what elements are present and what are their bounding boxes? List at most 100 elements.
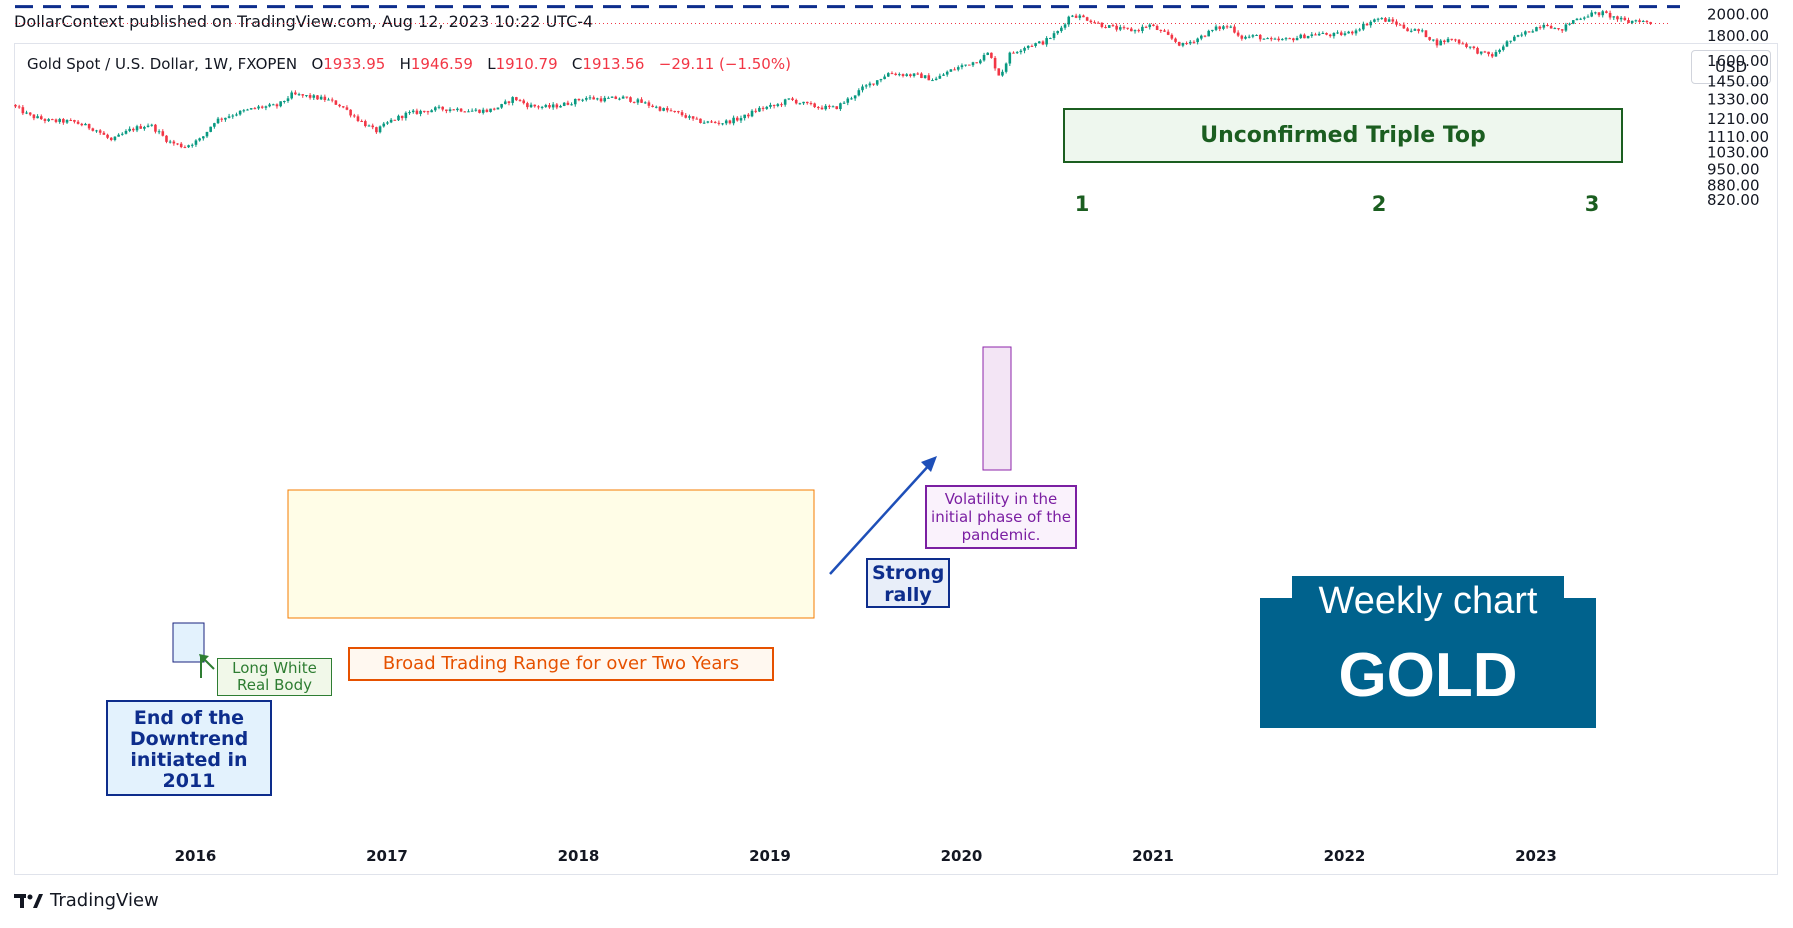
candle-body [1586,16,1590,18]
candle-body [190,144,194,146]
candle-body [518,100,522,102]
candle-body [1387,19,1391,22]
candle-body [798,103,802,105]
candle-body [1181,43,1185,46]
candle-body [783,99,787,105]
candle-body [1004,63,1008,72]
candle-body [1594,12,1597,14]
candle-body [754,110,758,112]
candle-body [640,99,643,103]
candle-body [813,103,816,108]
high-label: H [399,55,411,73]
candle-body [1641,20,1645,22]
candle-body [1130,28,1133,32]
currency-button[interactable]: USD [1691,50,1771,84]
candle-body [570,104,573,106]
candle-body [364,121,367,127]
candle-body [1325,32,1328,35]
publication-attribution: DollarContext published on TradingView.c… [14,12,594,31]
candle-body [98,130,102,133]
candle-body [688,116,691,118]
candle-body [1605,11,1608,13]
candle-body [1435,39,1439,46]
candle-body [1041,41,1045,45]
candle-body [1409,30,1413,32]
candle-body [1082,15,1085,18]
candle-body [1225,26,1229,28]
candle-body [1214,26,1218,30]
candle-body [1229,26,1233,28]
candle-body [702,122,706,124]
candle-body [647,102,651,106]
tradingview-logo[interactable]: TradingView [14,890,159,911]
candle-body [982,54,986,61]
candle-body [875,80,879,85]
candle-body [938,75,942,79]
price-axis[interactable]: 2400.002200.002000.001800.001600.001450.… [1707,0,1769,209]
candle-body [467,111,470,113]
candle-body [787,98,791,100]
x-tick-label: 2023 [1515,847,1557,865]
candle-body [1104,27,1107,29]
candle-body [1049,38,1052,40]
candle-body [1052,33,1056,39]
candle-body [1575,18,1579,21]
candle-body [1490,54,1494,57]
candle-body [728,120,732,124]
candle-body [968,64,971,66]
candle-body [268,104,271,107]
candle-body [161,131,165,136]
candle-body [643,102,647,104]
time-axis[interactable]: 2016 2017 2018 2019 2020 2021 2022 2023 [175,847,1557,865]
chart-pane[interactable] [14,43,1778,875]
candle-body [25,112,28,114]
candle-body [1516,35,1520,37]
candle-body [91,128,95,131]
candle-body [456,108,459,111]
candle-body [489,108,492,112]
candle-body [338,104,341,107]
candle-body [257,106,260,109]
banner-title: GOLD [1338,641,1518,710]
candle-body [1328,34,1332,37]
candle-body [1524,31,1527,35]
candle-body [618,98,621,100]
candle-body [1093,22,1096,24]
candle-body [69,120,73,122]
candle-body [1185,43,1188,45]
candle-body [1266,38,1269,40]
candle-body [1395,21,1398,25]
candle-body [1461,43,1465,45]
candle-body [492,108,496,110]
candle-body [14,104,17,107]
candle-body [386,122,389,124]
low-label: L [487,55,496,73]
y-tick-label: 1030.00 [1707,144,1769,162]
candle-body [1251,35,1255,37]
candle-body [879,79,883,81]
candle-body [172,141,176,144]
candle-body [1141,26,1144,31]
candle-body [1347,31,1350,34]
peak-2-label: 2 [1371,192,1387,216]
candle-body [1494,52,1498,57]
strong-rally-arrowhead [921,456,937,472]
y-tick-label: 1330.00 [1707,90,1769,108]
candle-body [1553,28,1557,30]
candle-body [1019,50,1023,53]
candle-body [953,69,956,71]
candle-body [1339,32,1343,35]
candle-body [1023,47,1026,51]
candle-body [371,125,375,128]
candle-body [610,96,614,98]
candle-body [559,105,562,108]
candle-body [920,73,923,79]
candle-body [117,134,120,137]
candle-body [120,133,124,135]
long-white-body-arrowhead [199,654,209,663]
x-tick-label: 2022 [1324,847,1366,865]
candle-body [562,102,566,106]
x-tick-label: 2016 [175,847,217,865]
candle-body [411,110,415,113]
candle-body [95,130,98,132]
